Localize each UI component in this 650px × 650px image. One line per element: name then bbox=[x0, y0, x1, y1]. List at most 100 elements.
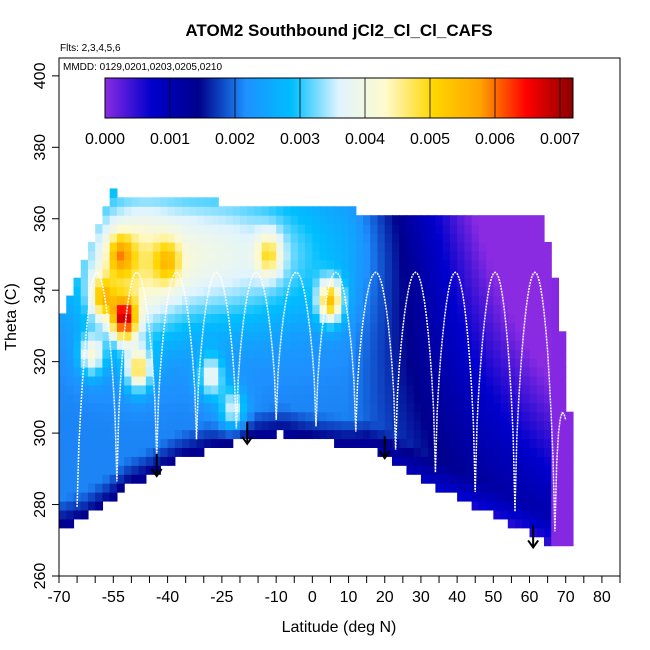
heatmap-cell bbox=[377, 438, 386, 448]
heatmap-cell bbox=[174, 206, 183, 216]
heatmap-cell bbox=[363, 340, 371, 350]
heatmap-cell bbox=[80, 438, 89, 448]
heatmap-cell bbox=[59, 402, 67, 413]
heatmap-cell bbox=[500, 492, 509, 502]
heatmap-cell bbox=[341, 277, 350, 288]
heatmap-cell bbox=[145, 313, 154, 323]
heatmap-cell bbox=[109, 393, 118, 404]
heatmap-cell bbox=[276, 313, 284, 323]
heatmap-cell bbox=[558, 375, 567, 386]
heatmap-cell bbox=[276, 402, 284, 413]
heatmap-cell bbox=[391, 304, 400, 315]
heatmap-cell bbox=[428, 331, 437, 341]
heatmap-cell bbox=[558, 358, 567, 368]
heatmap-cell bbox=[211, 295, 219, 306]
heatmap-cell bbox=[413, 420, 422, 431]
heatmap-cell bbox=[160, 367, 169, 377]
heatmap-cell bbox=[500, 384, 509, 395]
heatmap-cell bbox=[225, 402, 234, 413]
heatmap-cell bbox=[536, 518, 545, 529]
heatmap-cell bbox=[457, 367, 465, 377]
heatmap-cell bbox=[464, 250, 473, 261]
heatmap-cell bbox=[399, 340, 408, 350]
heatmap-cell bbox=[254, 322, 263, 332]
heatmap-cell bbox=[515, 465, 523, 475]
heatmap-cell bbox=[153, 304, 161, 315]
heatmap-cell bbox=[319, 268, 328, 279]
heatmap-cell bbox=[493, 340, 502, 350]
heatmap-cell bbox=[283, 268, 292, 279]
heatmap-cell bbox=[319, 358, 328, 368]
heatmap-cell bbox=[102, 233, 111, 243]
heatmap-cell bbox=[182, 349, 190, 359]
heatmap-cell bbox=[196, 447, 205, 457]
heatmap-cell bbox=[334, 420, 342, 431]
heatmap-cell bbox=[116, 250, 125, 261]
heatmap-cell bbox=[290, 313, 299, 323]
heatmap-cell bbox=[493, 304, 502, 315]
heatmap-cell bbox=[189, 215, 198, 225]
heatmap-cell bbox=[399, 358, 408, 368]
heatmap-cell bbox=[471, 411, 480, 422]
heatmap-cell bbox=[297, 286, 306, 297]
heatmap-cell bbox=[464, 492, 473, 502]
heatmap-cell bbox=[189, 197, 198, 207]
heatmap-cell bbox=[174, 340, 183, 350]
heatmap-cell bbox=[182, 340, 190, 350]
heatmap-cell bbox=[268, 331, 277, 341]
heatmap-cell bbox=[449, 295, 458, 306]
heatmap-cell bbox=[160, 340, 169, 350]
heatmap-cell bbox=[319, 402, 328, 413]
heatmap-cell bbox=[420, 384, 429, 395]
heatmap-cell bbox=[536, 331, 545, 341]
heatmap-cell bbox=[370, 411, 379, 422]
heatmap-cell bbox=[160, 197, 169, 207]
heatmap-cell bbox=[261, 331, 270, 341]
heatmap-cell bbox=[73, 331, 82, 341]
heatmap-cell bbox=[102, 241, 111, 252]
heatmap-cell bbox=[522, 456, 531, 466]
heatmap-cell bbox=[167, 224, 176, 234]
heatmap-cell bbox=[145, 358, 154, 368]
heatmap-cell bbox=[449, 259, 458, 270]
heatmap-cell bbox=[153, 331, 161, 341]
heatmap-cell bbox=[355, 215, 364, 225]
heatmap-cell bbox=[80, 402, 89, 413]
heatmap-cell bbox=[95, 304, 104, 315]
heatmap-cell bbox=[529, 500, 538, 511]
heatmap-cell bbox=[95, 224, 104, 234]
heatmap-cell bbox=[536, 465, 545, 475]
heatmap-cell bbox=[80, 322, 89, 332]
heatmap-cell bbox=[435, 241, 444, 252]
heatmap-cell bbox=[341, 206, 350, 216]
heatmap-cell bbox=[276, 259, 284, 270]
heatmap-cell bbox=[261, 215, 270, 225]
heatmap-cell bbox=[211, 375, 219, 386]
heatmap-cell bbox=[232, 215, 241, 225]
heatmap-cell bbox=[334, 215, 342, 225]
heatmap-cell bbox=[305, 268, 313, 279]
heatmap-cell bbox=[73, 375, 82, 386]
heatmap-cell bbox=[95, 340, 104, 350]
heatmap-cell bbox=[500, 509, 509, 520]
heatmap-cell bbox=[464, 465, 473, 475]
heatmap-cell bbox=[167, 259, 176, 270]
heatmap-cell bbox=[500, 500, 509, 511]
heatmap-cell bbox=[225, 429, 234, 440]
heatmap-cell bbox=[363, 286, 371, 297]
heatmap-cell bbox=[522, 474, 531, 484]
heatmap-cell bbox=[515, 250, 523, 261]
heatmap-cell bbox=[457, 465, 465, 475]
heatmap-cell bbox=[457, 411, 465, 422]
heatmap-cell bbox=[276, 268, 284, 279]
heatmap-cell bbox=[435, 286, 444, 297]
heatmap-cell bbox=[160, 322, 169, 332]
heatmap-cell bbox=[80, 268, 89, 279]
heatmap-cell bbox=[558, 402, 567, 413]
heatmap-cell bbox=[319, 429, 328, 440]
heatmap-cell bbox=[87, 447, 96, 457]
heatmap-cell bbox=[290, 304, 299, 315]
heatmap-cell bbox=[326, 295, 335, 306]
heatmap-cell bbox=[225, 268, 234, 279]
heatmap-cell bbox=[377, 340, 386, 350]
